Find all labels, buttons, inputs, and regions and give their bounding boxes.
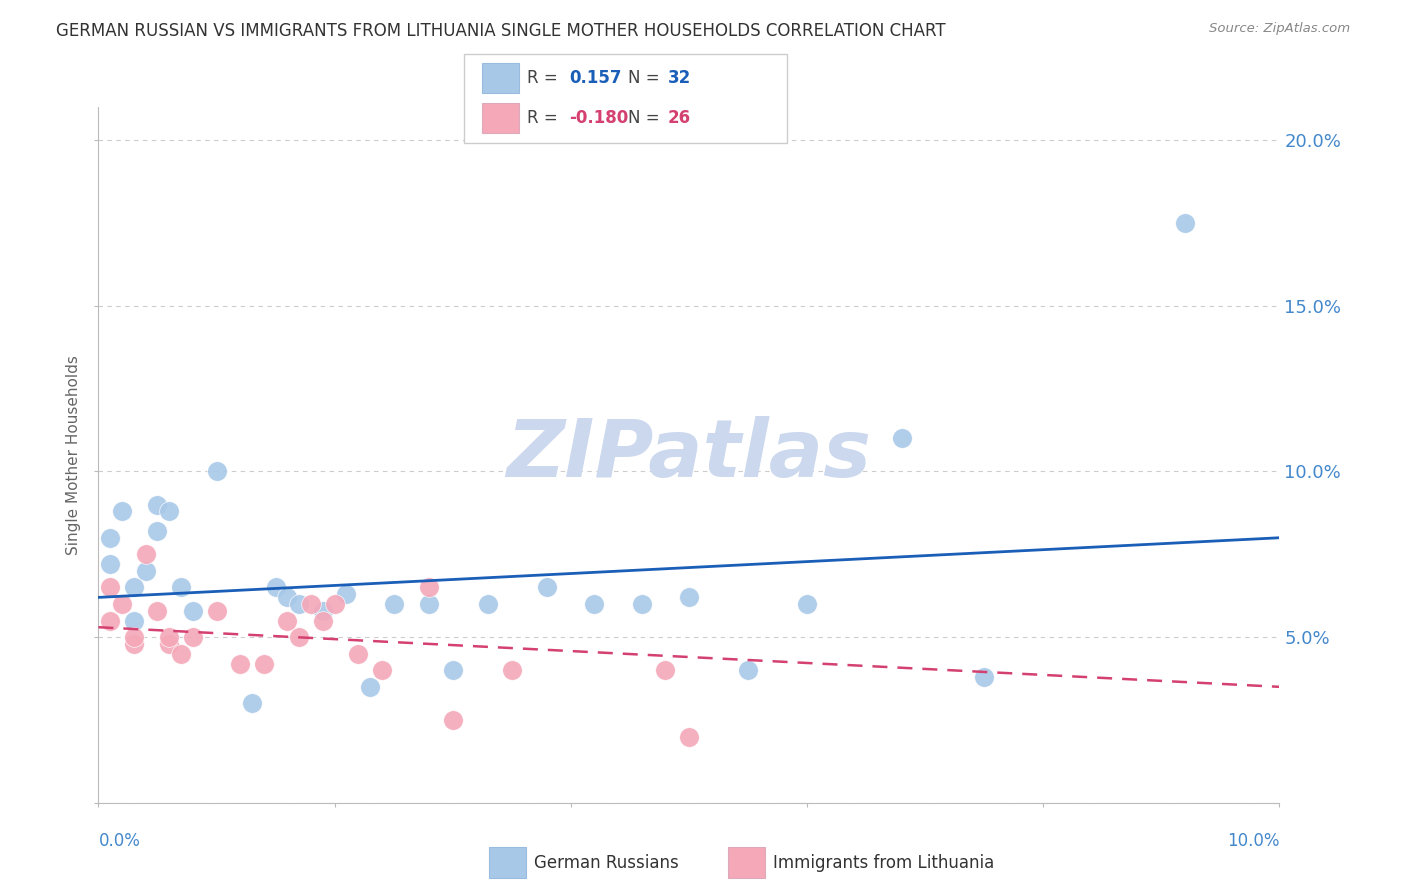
Point [654,663,676,677]
Point [135,564,157,578]
Point [157,630,180,644]
Point [181,604,204,618]
Point [264,581,287,595]
Text: 10.0%: 10.0% [1227,832,1279,850]
Text: German Russians: German Russians [534,854,679,871]
Point [536,581,558,595]
Point [288,630,311,644]
Point [382,597,405,611]
Point [146,524,169,538]
Text: Immigrants from Lithuania: Immigrants from Lithuania [773,854,994,871]
Point [170,581,193,595]
Point [157,504,180,518]
Point [501,663,523,677]
Point [122,581,145,595]
Text: 0.0%: 0.0% [98,832,141,850]
Point [276,614,298,628]
Point [1174,216,1197,230]
Point [418,597,440,611]
Point [170,647,193,661]
Point [323,597,346,611]
Point [253,657,276,671]
Point [678,591,700,605]
Point [371,663,394,677]
Point [240,697,263,711]
Point [229,657,252,671]
Point [122,614,145,628]
Text: N =: N = [628,69,659,87]
Point [146,498,169,512]
Point [796,597,818,611]
Point [299,597,322,611]
Point [135,547,157,561]
Text: -0.180: -0.180 [569,109,628,128]
Point [441,713,464,727]
Point [973,670,995,684]
Point [312,604,335,618]
Y-axis label: Single Mother Households: Single Mother Households [66,355,82,555]
Point [157,637,180,651]
Text: 32: 32 [668,69,692,87]
Text: R =: R = [527,109,558,128]
Point [678,730,700,744]
Point [477,597,499,611]
Text: GERMAN RUSSIAN VS IMMIGRANTS FROM LITHUANIA SINGLE MOTHER HOUSEHOLDS CORRELATION: GERMAN RUSSIAN VS IMMIGRANTS FROM LITHUA… [56,22,946,40]
Point [335,587,357,601]
Point [441,663,464,677]
Point [98,558,121,572]
Point [122,630,145,644]
Point [418,581,440,595]
Point [276,591,298,605]
Point [205,604,228,618]
Point [737,663,759,677]
Text: ZIPatlas: ZIPatlas [506,416,872,494]
Point [583,597,606,611]
Point [111,597,134,611]
Text: Source: ZipAtlas.com: Source: ZipAtlas.com [1209,22,1350,36]
Point [205,465,228,479]
Point [181,630,204,644]
Point [146,604,169,618]
Point [122,637,145,651]
Text: N =: N = [628,109,659,128]
Point [111,504,134,518]
Point [288,597,311,611]
Point [312,614,335,628]
Text: 0.157: 0.157 [569,69,621,87]
Point [98,531,121,545]
Point [630,597,652,611]
Point [98,581,121,595]
Text: R =: R = [527,69,558,87]
Point [359,680,381,694]
Text: 26: 26 [668,109,690,128]
Point [890,431,912,445]
Point [347,647,370,661]
Point [98,614,121,628]
